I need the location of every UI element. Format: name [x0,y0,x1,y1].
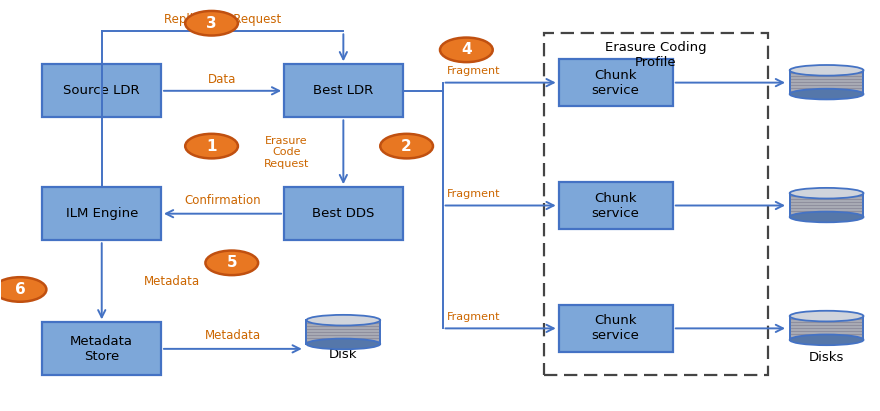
Text: 6: 6 [15,282,26,297]
Circle shape [440,37,493,62]
Ellipse shape [306,315,380,326]
Polygon shape [306,320,380,344]
FancyBboxPatch shape [559,305,673,352]
Circle shape [185,11,238,35]
Ellipse shape [306,339,380,349]
Text: 3: 3 [206,16,216,31]
FancyBboxPatch shape [42,64,161,118]
FancyBboxPatch shape [559,182,673,229]
Text: Disk: Disk [329,348,357,361]
Text: Chunk
service: Chunk service [591,69,640,97]
Circle shape [205,251,258,275]
Text: Replication Request: Replication Request [164,14,282,26]
Polygon shape [789,316,863,340]
Polygon shape [789,70,863,94]
Text: Erasure
Code
Request: Erasure Code Request [263,136,309,169]
Text: Disks: Disks [809,351,844,364]
Polygon shape [789,193,863,217]
FancyBboxPatch shape [42,187,161,240]
Text: Metadata: Metadata [144,275,200,288]
Text: Chunk
service: Chunk service [591,314,640,342]
Text: 2: 2 [401,139,412,154]
Circle shape [185,134,238,158]
FancyBboxPatch shape [284,187,403,240]
Ellipse shape [789,335,863,345]
Circle shape [380,134,433,158]
Text: Metadata
Store: Metadata Store [70,335,133,363]
FancyBboxPatch shape [559,59,673,106]
Text: Erasure Coding
Profile: Erasure Coding Profile [605,41,707,69]
Text: ILM Engine: ILM Engine [65,207,138,220]
Text: Best LDR: Best LDR [313,84,373,97]
Text: Metadata: Metadata [205,329,261,342]
Ellipse shape [789,212,863,222]
Text: Fragment: Fragment [447,312,501,322]
Text: Source LDR: Source LDR [63,84,140,97]
Text: Fragment: Fragment [447,66,501,76]
Text: Fragment: Fragment [447,189,501,199]
Ellipse shape [789,89,863,99]
Text: 4: 4 [461,42,472,58]
Text: Chunk
service: Chunk service [591,192,640,219]
Text: 1: 1 [206,139,216,154]
Ellipse shape [789,188,863,199]
FancyBboxPatch shape [284,64,403,118]
Circle shape [0,277,47,302]
Text: Data: Data [209,73,237,86]
Text: Best DDS: Best DDS [312,207,375,220]
Text: Confirmation: Confirmation [184,194,260,207]
Text: 5: 5 [226,255,237,270]
Ellipse shape [789,65,863,76]
FancyBboxPatch shape [42,322,161,376]
Ellipse shape [789,311,863,321]
